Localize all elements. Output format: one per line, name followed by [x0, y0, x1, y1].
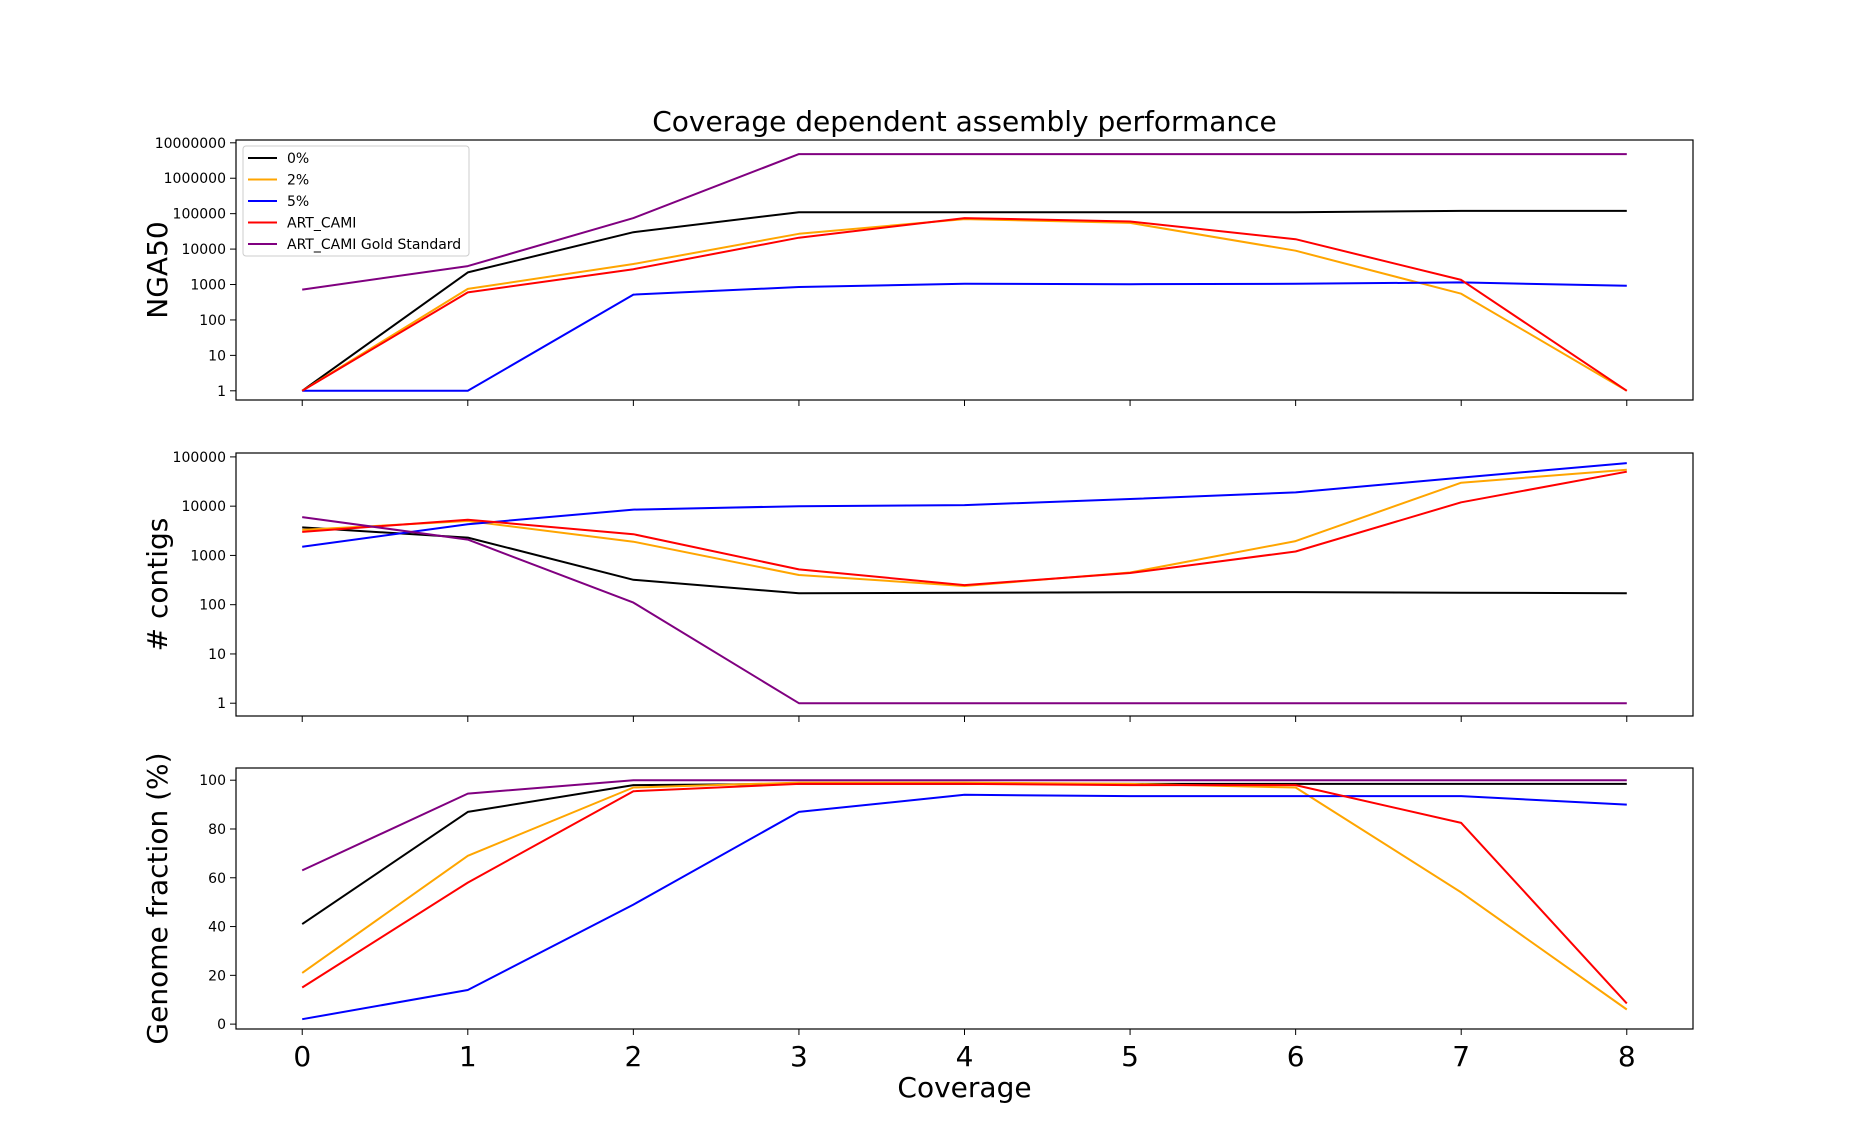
panel-3-y-axis-label: Genome fraction (%) — [141, 752, 174, 1044]
panel-2-series-5-line — [302, 462, 1627, 548]
panel-3-series-0-line — [301, 782, 1627, 925]
panel-3-y-tick-label: 20 — [208, 968, 226, 984]
legend-entry-5: 5% — [287, 194, 309, 210]
panel-3-series-art-cami-line — [301, 782, 1628, 1005]
panel-1-y-tick-label: 1 — [217, 384, 226, 400]
chart-title: Coverage dependent assembly performance — [652, 105, 1277, 138]
panel-1-series-2-line — [301, 218, 1628, 392]
panel-3-y-tick-label: 80 — [208, 822, 226, 838]
panel-1-y-tick-label: 10 — [208, 348, 226, 364]
x-tick-label: 0 — [293, 1040, 311, 1073]
legend-entry-0: 0% — [287, 151, 309, 167]
panel-2-series-art-cami-line — [302, 470, 1627, 587]
panel-2-y-tick-label: 100000 — [173, 450, 226, 466]
panel-1-y-tick-label: 1000000 — [164, 171, 226, 187]
x-tick-label: 1 — [459, 1040, 477, 1073]
x-tick-label: 7 — [1452, 1040, 1470, 1073]
panel-3-series-2-line — [301, 781, 1628, 1011]
panel-1-y-tick-label: 100 — [199, 313, 226, 329]
panel-3-series-art-cami-gold-standard-line — [301, 779, 1627, 872]
x-tick-label: 6 — [1287, 1040, 1305, 1073]
panel-3-y-tick-label: 100 — [199, 773, 226, 789]
panel-1-y-tick-label: 100000 — [173, 207, 226, 223]
panel-1-y-tick-label: 10000000 — [155, 136, 226, 152]
panel-3-y-tick-label: 60 — [208, 871, 226, 887]
x-axis-label: Coverage — [897, 1071, 1031, 1104]
panel-2-y-tick-label: 10 — [208, 647, 226, 663]
panel-3-y-tick-label: 40 — [208, 920, 226, 936]
x-tick-label: 2 — [624, 1040, 642, 1073]
panel-1-series-0-line — [301, 209, 1627, 392]
legend-box — [242, 145, 470, 257]
panel-3-series-5-line — [302, 793, 1627, 1021]
x-tick-label: 5 — [1121, 1040, 1139, 1073]
panel-2-series-2-line — [302, 468, 1627, 587]
panel-3-y-tick-label: 0 — [217, 1017, 226, 1033]
panel-1-series-art-cami-gold-standard-line — [302, 153, 1627, 291]
legend-entry-art-cami: ART_CAMI — [287, 216, 356, 232]
panel-1-series-art-cami-line — [301, 217, 1628, 392]
panel-1-y-tick-label: 10000 — [181, 242, 226, 258]
panel-3-frame — [235, 767, 1694, 1030]
x-tick-label: 8 — [1618, 1040, 1636, 1073]
panel-2-series-art-cami-gold-standard-line — [302, 516, 1627, 705]
panel-1-series-5-line — [302, 281, 1627, 392]
x-tick-label: 4 — [956, 1040, 974, 1073]
panel-2-frame — [235, 452, 1694, 717]
x-tick-label: 3 — [790, 1040, 808, 1073]
panel-2-series-0-line — [302, 526, 1627, 595]
legend-entry-2: 2% — [287, 173, 309, 189]
panel-2-y-tick-label: 1000 — [190, 548, 226, 564]
panel-2-y-tick-label: 10000 — [181, 499, 226, 515]
legend-entry-art-cami-gold-standard: ART_CAMI Gold Standard — [287, 237, 461, 253]
panel-2-y-axis-label: # contigs — [141, 518, 174, 652]
panel-1-y-tick-label: 1000 — [190, 278, 226, 294]
panel-2-y-tick-label: 100 — [199, 598, 226, 614]
panel-2-y-tick-label: 1 — [217, 696, 226, 712]
panel-1-frame — [235, 139, 1694, 401]
panel-1-y-axis-label: NGA50 — [141, 221, 174, 318]
